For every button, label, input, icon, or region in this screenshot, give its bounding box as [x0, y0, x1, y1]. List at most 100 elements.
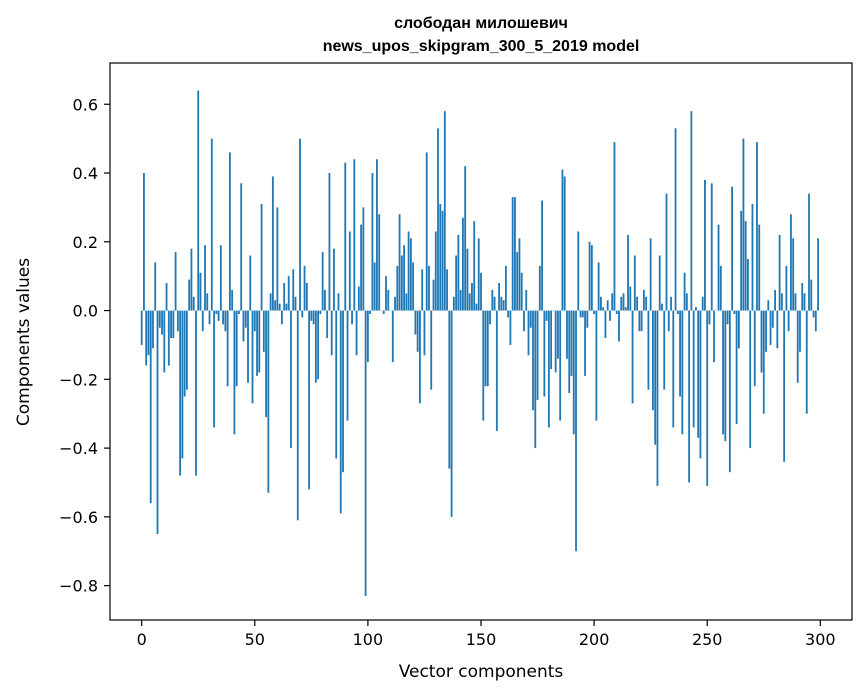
bar-275 — [763, 311, 765, 414]
bar-97 — [360, 225, 362, 311]
bar-219 — [636, 297, 638, 311]
bar-54 — [263, 311, 265, 352]
x-tick-label: 100 — [353, 630, 384, 649]
bar-69 — [297, 311, 299, 521]
x-tick-label: 0 — [137, 630, 147, 649]
bar-256 — [720, 266, 722, 311]
bar-62 — [281, 311, 283, 325]
bar-23 — [193, 297, 195, 311]
bar-294 — [806, 311, 808, 414]
bar-130 — [435, 231, 437, 310]
bar-271 — [754, 311, 756, 387]
bar-92 — [349, 231, 351, 310]
bar-146 — [471, 283, 473, 311]
bar-37 — [224, 311, 226, 332]
bar-132 — [439, 204, 441, 311]
x-tick-label: 50 — [245, 630, 265, 649]
bar-291 — [799, 311, 801, 352]
bar-277 — [767, 300, 769, 310]
bar-29 — [206, 293, 208, 310]
bar-193 — [577, 231, 579, 310]
bar-120 — [412, 262, 414, 310]
bar-81 — [324, 290, 326, 311]
bar-0 — [141, 311, 143, 345]
bar-150 — [480, 273, 482, 311]
bar-222 — [643, 290, 645, 311]
bar-198 — [589, 242, 591, 311]
bar-40 — [231, 290, 233, 311]
bar-263 — [736, 311, 738, 424]
bar-235 — [672, 311, 674, 428]
bar-43 — [238, 311, 240, 314]
bar-231 — [663, 311, 665, 390]
bar-137 — [451, 311, 453, 517]
bar-183 — [555, 311, 557, 373]
bar-236 — [675, 128, 677, 310]
bar-66 — [290, 311, 292, 449]
bar-203 — [600, 297, 602, 311]
bar-287 — [790, 214, 792, 310]
bar-139 — [455, 256, 457, 311]
bar-26 — [200, 273, 202, 311]
bar-99 — [365, 311, 367, 596]
chart-title: слободан милошевич — [394, 15, 568, 32]
bar-172 — [530, 311, 532, 328]
bar-32 — [213, 311, 215, 428]
bar-109 — [387, 290, 389, 311]
bar-71 — [301, 311, 303, 318]
bar-195 — [582, 311, 584, 318]
bar-184 — [557, 311, 559, 359]
bar-34 — [218, 311, 220, 321]
bar-229 — [659, 256, 661, 311]
bar-14 — [172, 311, 174, 339]
bar-53 — [261, 204, 263, 311]
bar-158 — [498, 283, 500, 311]
bar-270 — [752, 204, 754, 311]
bar-45 — [243, 311, 245, 342]
bar-74 — [308, 311, 310, 490]
bar-82 — [326, 311, 328, 339]
bar-242 — [688, 311, 690, 483]
bar-162 — [507, 311, 509, 318]
bar-248 — [702, 297, 704, 311]
bar-72 — [304, 266, 306, 311]
bar-113 — [396, 266, 398, 311]
bar-173 — [532, 311, 534, 411]
bar-96 — [358, 286, 360, 310]
bar-148 — [476, 304, 478, 311]
bar-292 — [801, 283, 803, 311]
bar-142 — [462, 218, 464, 311]
bar-21 — [188, 280, 190, 311]
bar-56 — [267, 311, 269, 493]
bar-135 — [446, 269, 448, 310]
bar-160 — [503, 300, 505, 310]
bar-70 — [299, 139, 301, 311]
bar-192 — [575, 311, 577, 552]
bar-251 — [709, 311, 711, 325]
bar-67 — [292, 269, 294, 310]
x-tick-label: 300 — [805, 630, 836, 649]
bar-119 — [410, 238, 412, 310]
bar-104 — [376, 159, 378, 310]
bar-243 — [690, 111, 692, 310]
bar-283 — [781, 293, 783, 310]
bar-186 — [562, 170, 564, 311]
bar-83 — [329, 173, 331, 311]
bar-46 — [245, 311, 247, 328]
bar-94 — [353, 159, 355, 310]
bar-264 — [738, 311, 740, 349]
bar-13 — [170, 311, 172, 339]
bar-279 — [772, 311, 774, 328]
bar-189 — [568, 311, 570, 394]
bar-214 — [625, 307, 627, 310]
bar-22 — [191, 249, 193, 311]
bar-118 — [408, 231, 410, 310]
bar-204 — [602, 307, 604, 310]
bar-73 — [306, 283, 308, 311]
bar-68 — [295, 297, 297, 311]
bar-126 — [426, 152, 428, 310]
bar-215 — [627, 235, 629, 311]
bar-3 — [148, 311, 150, 356]
